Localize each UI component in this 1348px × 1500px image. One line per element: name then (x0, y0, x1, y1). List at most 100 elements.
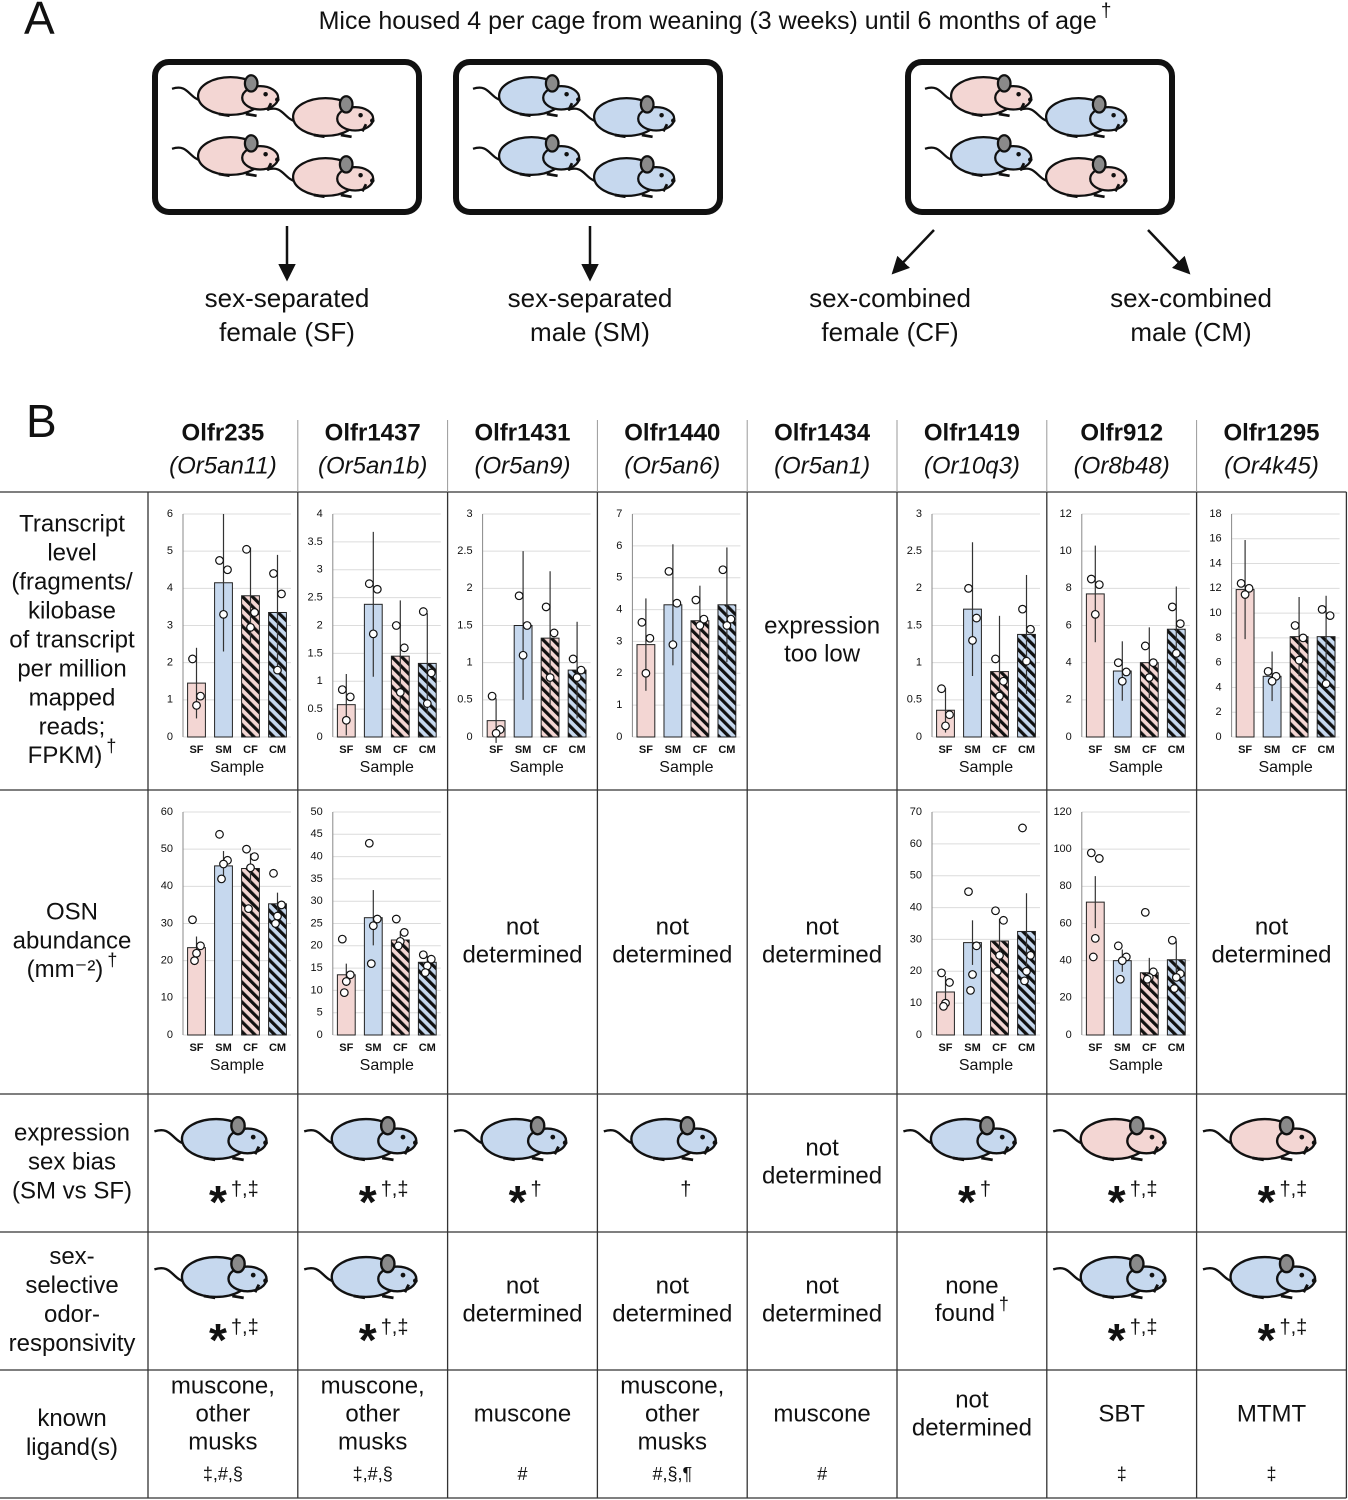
data-point (426, 668, 436, 678)
data-point (364, 838, 374, 848)
data-point (939, 1001, 948, 1011)
row-label: sex- (49, 1243, 94, 1270)
data-point (273, 911, 282, 921)
significance-mark: * (359, 1176, 377, 1228)
footnote-mark: †,‡ (381, 1178, 409, 1200)
mouse-icon (1201, 1253, 1318, 1300)
significance-mark: * (209, 1314, 227, 1366)
gene-alias: (Or5an9) (474, 452, 570, 479)
group-label: sex-combined (809, 283, 971, 313)
y-tick-label: 2 (1066, 694, 1072, 706)
data-point (1321, 679, 1331, 689)
y-tick-label: 0 (167, 731, 173, 743)
x-tick-label: SM (1264, 744, 1281, 756)
y-tick-label: 40 (1060, 955, 1072, 967)
footnote-mark: †,‡ (1130, 1316, 1158, 1338)
gene-alias: (Or5an6) (624, 452, 720, 479)
data-point (246, 622, 255, 632)
y-tick-label: 14 (1209, 557, 1221, 569)
data-point (395, 688, 405, 697)
ligand-text: musks (188, 1428, 257, 1455)
cell-text-main: found (935, 1300, 995, 1327)
y-tick-label: 2.5 (308, 592, 323, 604)
gene-name: Olfr912 (1080, 419, 1163, 446)
y-tick-label: 1 (616, 699, 622, 711)
row-label-note: † (107, 950, 117, 970)
row-label: abundance (13, 927, 132, 954)
data-point (972, 613, 981, 623)
y-tick-label: 8 (1215, 632, 1221, 644)
data-point (1244, 583, 1254, 593)
y-tick-label: 30 (910, 933, 922, 945)
x-tick-label: SF (339, 744, 353, 756)
x-axis-label: Sample (959, 759, 1013, 776)
data-point (223, 565, 232, 575)
x-tick-label: SF (938, 1042, 952, 1054)
x-tick-label: SM (964, 744, 981, 756)
footnote-mark: †,‡ (231, 1316, 259, 1338)
cell-text: determined (762, 941, 882, 968)
mouse-icon (152, 1115, 270, 1162)
x-tick-label: SF (1088, 1042, 1102, 1054)
data-point (190, 956, 199, 966)
x-tick-label: SF (189, 744, 203, 756)
panel-label: A (24, 0, 55, 44)
x-tick-label: CM (1318, 744, 1335, 756)
data-point (968, 635, 977, 645)
y-tick-label: 4 (616, 603, 622, 615)
mouse-icon (152, 1253, 270, 1300)
x-tick-label: SM (215, 1042, 232, 1054)
data-point (1167, 602, 1177, 612)
x-tick-label: SF (339, 1042, 353, 1054)
data-point (271, 919, 280, 928)
panel-title: Mice housed 4 per cage from weaning (3 w… (319, 1, 1112, 35)
data-point (391, 914, 401, 924)
gene-name: Olfr1431 (474, 419, 570, 446)
data-point (514, 591, 524, 601)
ligand-footnote: ‡,#,§ (203, 1464, 243, 1484)
data-point (491, 728, 501, 738)
data-point (972, 941, 981, 951)
data-point (399, 928, 409, 937)
data-point (422, 699, 432, 708)
data-point (1290, 621, 1300, 630)
footnote-mark: † (980, 1178, 991, 1200)
mouse-icon (302, 1115, 420, 1162)
data-point (242, 844, 251, 854)
data-point (273, 665, 282, 675)
cell-text: determined (762, 1300, 882, 1327)
data-point (541, 602, 551, 612)
footnote-mark: †,‡ (1280, 1316, 1308, 1338)
data-point (1171, 972, 1181, 982)
ligand-text: SBT (1098, 1400, 1145, 1427)
row-label: (mm⁻²) † (27, 950, 118, 983)
row-label: mapped (29, 684, 116, 711)
data-point (1022, 966, 1031, 976)
y-tick-label: 0 (466, 731, 472, 743)
data-point (219, 859, 228, 869)
row-label: expression (14, 1119, 130, 1146)
data-point (418, 607, 428, 616)
data-point (968, 970, 977, 979)
data-point (192, 701, 201, 710)
gene-alias: (Or8b48) (1074, 452, 1170, 479)
data-point (991, 654, 1000, 664)
y-tick-label: 0 (1066, 731, 1072, 743)
y-tick-label: 3 (317, 564, 323, 576)
data-point (1090, 609, 1100, 619)
y-tick-label: 25 (311, 917, 323, 929)
mouse-icon (452, 1115, 569, 1162)
significance-mark: * (958, 1176, 976, 1228)
panel-label: B (26, 395, 57, 447)
gene-alias: (Or5an1b) (318, 452, 427, 479)
y-tick-label: 60 (910, 838, 922, 850)
y-tick-label: 8 (1066, 582, 1072, 594)
row-label-note: † (106, 736, 116, 756)
x-axis-label: Sample (360, 759, 414, 776)
y-tick-label: 50 (311, 806, 323, 818)
y-tick-label: 20 (1060, 992, 1072, 1004)
x-tick-label: SM (515, 744, 532, 756)
data-point (1171, 648, 1181, 658)
mouse-icon (265, 94, 376, 139)
